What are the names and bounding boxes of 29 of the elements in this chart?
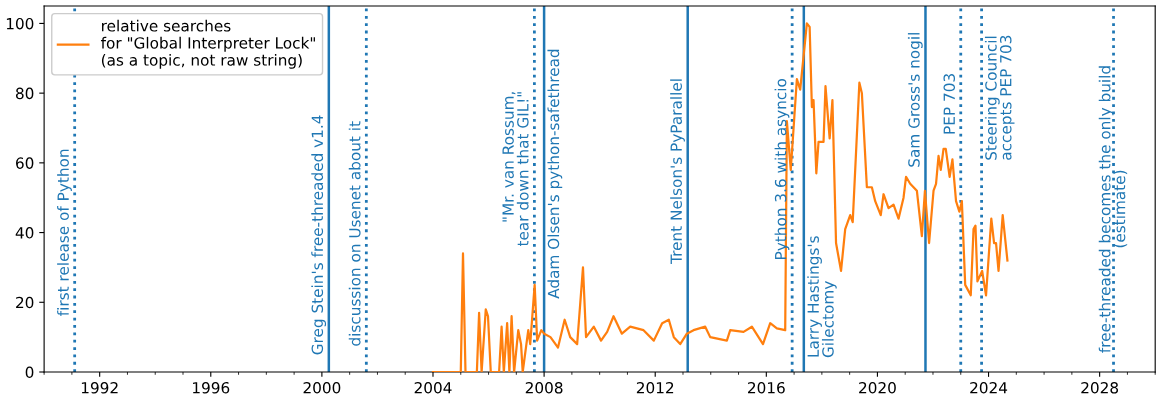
x-tick-label: 1996 [193, 381, 230, 394]
ref-line-label: free-threaded becomes the only build (estimate) [1098, 66, 1128, 353]
x-tick-label: 1992 [81, 381, 118, 394]
ref-line-label: discussion on Usenet about it [348, 121, 361, 346]
y-tick-label: 100 [6, 17, 34, 30]
x-tick-label: 2016 [748, 381, 785, 394]
x-tick-label: 2004 [414, 381, 452, 394]
legend-label: relative searches for "Global Interpreter Lock" (as a topic, not raw string) [101, 19, 315, 69]
ref-line-label: first release of Python [57, 149, 72, 316]
y-tick-label: 20 [16, 296, 34, 309]
x-tick-label: 2024 [970, 381, 1008, 394]
x-tick-label: 2020 [859, 381, 896, 394]
ref-line-label: Larry Hastings's Gilectomy [807, 236, 837, 358]
y-tick-label: 40 [15, 227, 34, 239]
ref-line-label: Adam Olsen's python-safethread [547, 49, 563, 299]
x-tick-label: 2028 [1081, 381, 1119, 394]
ref-line-label: PEP 703 [943, 74, 956, 134]
y-tick-label: 80 [15, 87, 34, 100]
y-tick-label: 0 [25, 366, 34, 379]
y-tick-label: 60 [16, 157, 34, 169]
ref-line-label: Greg Stein's free-threaded v1.4 [311, 115, 327, 355]
ref-line-label: Trent Nelson's PyParallel [670, 79, 685, 264]
ref-line-label: Steering Council accepts PEP 703 [984, 35, 1015, 160]
ref-line-label: Sam Gross's nogil [907, 33, 923, 167]
ref-line-label: Python 3.6 with asyncio [774, 79, 790, 259]
x-tick-label: 2008 [525, 381, 563, 394]
x-tick-label: 2000 [303, 381, 341, 394]
x-tick-label: 2012 [636, 381, 674, 394]
ref-line-label: "Mr. van Rossum, tear down that GIL!" [502, 92, 529, 247]
